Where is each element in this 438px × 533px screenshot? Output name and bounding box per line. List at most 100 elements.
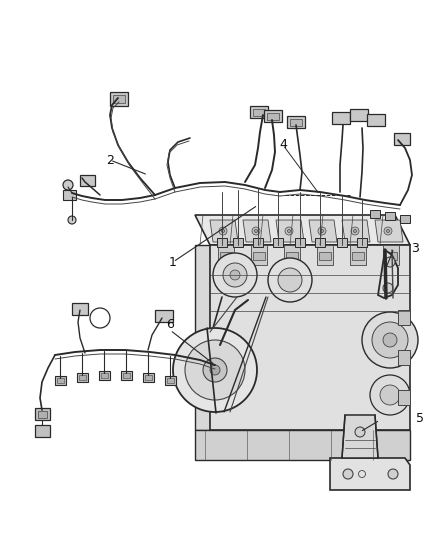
Bar [398, 350, 410, 365]
Bar [217, 238, 227, 247]
Bar [233, 238, 243, 247]
Circle shape [384, 227, 392, 235]
Bar [370, 210, 380, 218]
Bar [287, 116, 305, 128]
Circle shape [388, 469, 398, 479]
Circle shape [372, 322, 408, 358]
Circle shape [386, 230, 389, 232]
Bar [99, 371, 110, 380]
Bar [253, 109, 265, 116]
Bar [251, 245, 267, 265]
Bar [167, 378, 174, 383]
Circle shape [254, 230, 258, 232]
Bar [352, 252, 364, 260]
Bar [394, 133, 410, 145]
Bar [267, 113, 279, 120]
Polygon shape [243, 220, 271, 242]
Polygon shape [330, 458, 410, 490]
Text: 6: 6 [166, 319, 174, 332]
Bar [295, 238, 305, 247]
Bar [101, 373, 108, 378]
Circle shape [362, 312, 418, 368]
Circle shape [353, 230, 357, 232]
Bar [273, 238, 283, 247]
Bar [110, 92, 128, 106]
Polygon shape [309, 220, 337, 242]
Circle shape [230, 270, 240, 280]
Polygon shape [195, 430, 410, 460]
Bar [290, 119, 302, 126]
Polygon shape [375, 220, 403, 242]
Bar [400, 215, 410, 223]
Bar [332, 112, 350, 124]
Circle shape [383, 283, 393, 293]
Bar [337, 238, 347, 247]
Polygon shape [195, 245, 210, 430]
Circle shape [219, 227, 227, 235]
Bar [55, 376, 66, 385]
Bar [113, 95, 125, 103]
Bar [145, 375, 152, 380]
Text: 2: 2 [106, 154, 114, 166]
Bar [35, 408, 50, 420]
Circle shape [351, 227, 359, 235]
Bar [383, 245, 399, 265]
Circle shape [210, 365, 220, 375]
Polygon shape [276, 220, 304, 242]
Bar [77, 373, 88, 382]
Bar [72, 303, 88, 315]
Circle shape [278, 268, 302, 292]
Text: 4: 4 [279, 139, 287, 151]
Bar [385, 252, 397, 260]
Bar [123, 373, 130, 378]
Circle shape [370, 375, 410, 415]
Bar [80, 175, 95, 186]
Circle shape [173, 328, 257, 412]
Circle shape [222, 230, 225, 232]
Polygon shape [210, 220, 238, 242]
Bar [319, 252, 331, 260]
Bar [357, 238, 367, 247]
Bar [143, 373, 154, 382]
Circle shape [287, 230, 290, 232]
Bar [38, 411, 47, 418]
Bar [121, 371, 132, 380]
Circle shape [63, 180, 73, 190]
Polygon shape [378, 250, 398, 298]
Bar [350, 109, 368, 121]
Circle shape [318, 227, 326, 235]
Bar [253, 238, 263, 247]
Text: 5: 5 [416, 411, 424, 424]
Bar [398, 390, 410, 405]
Bar [315, 238, 325, 247]
Circle shape [185, 340, 245, 400]
Circle shape [203, 358, 227, 382]
Circle shape [268, 258, 312, 302]
Circle shape [252, 227, 260, 235]
Circle shape [213, 253, 257, 297]
Circle shape [385, 257, 395, 267]
Circle shape [383, 333, 397, 347]
Circle shape [68, 216, 76, 224]
Bar [398, 310, 410, 325]
Bar [350, 245, 366, 265]
Polygon shape [342, 415, 378, 458]
Bar [220, 252, 232, 260]
Circle shape [321, 230, 324, 232]
Bar [284, 245, 300, 265]
Text: 1: 1 [169, 255, 177, 269]
Bar [218, 245, 234, 265]
Bar [264, 110, 282, 122]
Bar [317, 245, 333, 265]
Bar [57, 378, 64, 383]
Circle shape [223, 263, 247, 287]
Bar [165, 376, 176, 385]
Bar [253, 252, 265, 260]
Bar [35, 425, 50, 437]
Bar [155, 310, 173, 322]
Polygon shape [342, 220, 370, 242]
Bar [250, 106, 268, 118]
Polygon shape [210, 245, 410, 430]
Bar [286, 252, 298, 260]
Circle shape [343, 469, 353, 479]
